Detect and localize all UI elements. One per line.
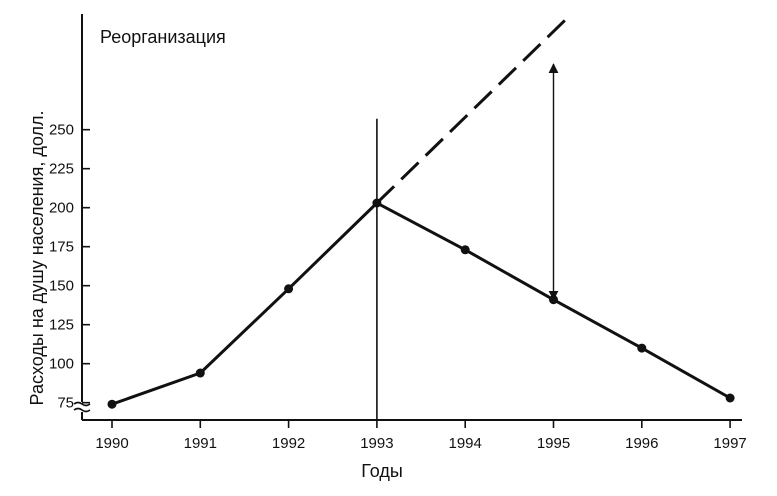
- x-tick-label: 1997: [713, 435, 746, 452]
- axes: [72, 14, 742, 421]
- series-layer: [111, 13, 731, 406]
- data-point: [372, 198, 382, 208]
- x-tick-label: 1994: [449, 435, 482, 452]
- data-point: [725, 393, 735, 403]
- data-point: [549, 295, 558, 305]
- x-tick-label: 1996: [625, 435, 658, 452]
- data-point: [284, 284, 294, 294]
- x-tick-label: 1993: [360, 435, 393, 452]
- projected-trend-line: [375, 13, 573, 205]
- data-point: [637, 343, 647, 353]
- y-axis-title: Расходы на душу населения, долл.: [27, 111, 47, 406]
- y-tick-label: 125: [49, 317, 74, 334]
- y-tick-label: 225: [49, 161, 74, 178]
- x-tick-label: 1990: [95, 435, 128, 452]
- y-tick-label: 100: [49, 356, 74, 373]
- annotation-label: Реорганизация: [100, 27, 226, 47]
- y-ticks: 75 100 125 150 175 200 225 250: [49, 122, 90, 412]
- chart-extras: [376, 63, 559, 420]
- y-tick-label: 250: [49, 122, 74, 139]
- data-point: [107, 399, 117, 409]
- y-tick-label: 200: [49, 200, 74, 217]
- y-tick-label: 75: [57, 395, 74, 412]
- markers-layer: [107, 198, 735, 409]
- x-ticks: 1990 1991 1992 1993 1994 1995 1996 1997: [95, 420, 747, 452]
- actual-spending-line: [111, 201, 731, 406]
- y-tick-label: 150: [49, 278, 74, 295]
- axis-break-mark: [72, 401, 92, 413]
- y-tick-label: 175: [49, 239, 74, 256]
- data-point: [460, 245, 470, 255]
- data-point: [195, 368, 205, 378]
- x-tick-label: 1992: [272, 435, 305, 452]
- x-axis-title: Годы: [361, 461, 403, 481]
- x-tick-label: 1995: [537, 435, 570, 452]
- x-tick-label: 1991: [184, 435, 217, 452]
